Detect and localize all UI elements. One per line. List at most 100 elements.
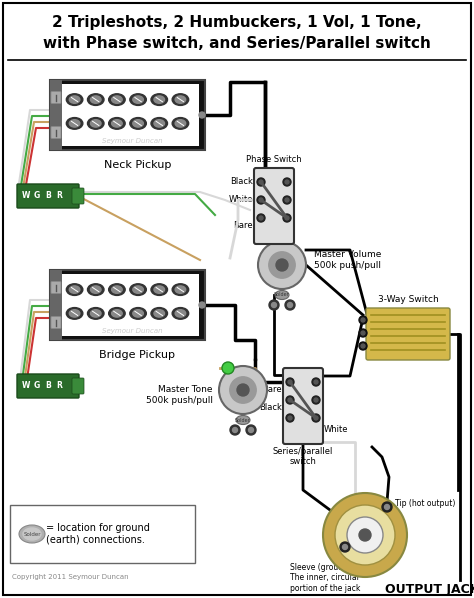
Circle shape bbox=[382, 502, 392, 512]
Ellipse shape bbox=[69, 286, 80, 293]
Circle shape bbox=[361, 344, 365, 348]
Text: Tip (hot output): Tip (hot output) bbox=[395, 499, 456, 508]
Text: W: W bbox=[22, 382, 30, 390]
Ellipse shape bbox=[91, 96, 101, 103]
Ellipse shape bbox=[91, 310, 101, 317]
Ellipse shape bbox=[91, 286, 101, 293]
Ellipse shape bbox=[66, 118, 83, 129]
Circle shape bbox=[340, 542, 350, 552]
FancyBboxPatch shape bbox=[72, 188, 84, 204]
FancyBboxPatch shape bbox=[51, 316, 61, 328]
Circle shape bbox=[335, 505, 395, 565]
FancyBboxPatch shape bbox=[17, 374, 79, 398]
Text: Bare: Bare bbox=[263, 386, 282, 395]
Text: White: White bbox=[228, 196, 253, 205]
Circle shape bbox=[283, 178, 291, 186]
FancyBboxPatch shape bbox=[51, 282, 61, 294]
Text: 2 Tripleshots, 2 Humbuckers, 1 Vol, 1 Tone,: 2 Tripleshots, 2 Humbuckers, 1 Vol, 1 To… bbox=[52, 14, 422, 29]
Text: Seymour Duncan: Seymour Duncan bbox=[102, 138, 163, 144]
Ellipse shape bbox=[109, 94, 125, 105]
Ellipse shape bbox=[130, 284, 146, 295]
Bar bbox=[62, 84, 199, 146]
Circle shape bbox=[359, 329, 367, 337]
Ellipse shape bbox=[175, 310, 186, 317]
Circle shape bbox=[312, 378, 320, 386]
FancyBboxPatch shape bbox=[366, 308, 450, 360]
FancyBboxPatch shape bbox=[50, 80, 205, 150]
Ellipse shape bbox=[133, 310, 143, 317]
FancyBboxPatch shape bbox=[50, 270, 205, 340]
Circle shape bbox=[257, 214, 265, 222]
Text: Black: Black bbox=[230, 178, 253, 187]
Ellipse shape bbox=[172, 284, 189, 295]
Circle shape bbox=[285, 180, 289, 184]
Bar bbox=[62, 274, 199, 336]
Text: G: G bbox=[34, 191, 40, 200]
Circle shape bbox=[257, 196, 265, 204]
Text: Master Volume
500k push/pull: Master Volume 500k push/pull bbox=[314, 251, 382, 270]
Ellipse shape bbox=[133, 120, 143, 127]
Ellipse shape bbox=[133, 96, 143, 103]
Text: Copyright 2011 Seymour Duncan: Copyright 2011 Seymour Duncan bbox=[12, 574, 128, 580]
Text: Sleeve (ground).
The inner, circular
portion of the jack: Sleeve (ground). The inner, circular por… bbox=[290, 563, 360, 593]
Circle shape bbox=[269, 300, 279, 310]
Circle shape bbox=[222, 362, 234, 374]
Text: B: B bbox=[45, 191, 51, 200]
Circle shape bbox=[359, 529, 371, 541]
Circle shape bbox=[237, 384, 249, 396]
Ellipse shape bbox=[69, 310, 80, 317]
Ellipse shape bbox=[111, 286, 122, 293]
Text: G: G bbox=[34, 382, 40, 390]
Ellipse shape bbox=[154, 120, 164, 127]
Circle shape bbox=[314, 398, 318, 402]
Circle shape bbox=[314, 416, 318, 420]
Circle shape bbox=[230, 377, 256, 403]
Circle shape bbox=[361, 318, 365, 322]
Ellipse shape bbox=[23, 528, 41, 540]
Circle shape bbox=[199, 112, 205, 118]
Circle shape bbox=[286, 396, 294, 404]
Ellipse shape bbox=[172, 307, 189, 319]
Text: B: B bbox=[45, 382, 51, 390]
Ellipse shape bbox=[175, 286, 186, 293]
Ellipse shape bbox=[172, 118, 189, 129]
Circle shape bbox=[259, 180, 263, 184]
Text: with Phase switch, and Series/Parallel switch: with Phase switch, and Series/Parallel s… bbox=[43, 36, 431, 51]
Ellipse shape bbox=[109, 307, 125, 319]
Ellipse shape bbox=[88, 94, 104, 105]
Ellipse shape bbox=[275, 291, 289, 300]
Ellipse shape bbox=[236, 416, 250, 425]
Text: OUTPUT JACK: OUTPUT JACK bbox=[385, 583, 474, 596]
Circle shape bbox=[283, 196, 291, 204]
Text: = location for ground
(earth) connections.: = location for ground (earth) connection… bbox=[46, 523, 150, 545]
FancyBboxPatch shape bbox=[72, 378, 84, 394]
Circle shape bbox=[285, 300, 295, 310]
Text: White: White bbox=[324, 426, 348, 435]
Circle shape bbox=[312, 396, 320, 404]
Bar bbox=[50, 80, 62, 150]
Ellipse shape bbox=[66, 94, 83, 105]
Circle shape bbox=[233, 428, 237, 432]
Ellipse shape bbox=[130, 94, 146, 105]
Ellipse shape bbox=[111, 96, 122, 103]
Text: Series/parallel
switch: Series/parallel switch bbox=[273, 447, 333, 466]
Ellipse shape bbox=[172, 94, 189, 105]
Ellipse shape bbox=[175, 96, 186, 103]
Text: Bridge Pickup: Bridge Pickup bbox=[100, 350, 175, 360]
Ellipse shape bbox=[151, 284, 167, 295]
Text: 3-Way Switch: 3-Way Switch bbox=[378, 295, 438, 304]
Circle shape bbox=[248, 428, 254, 432]
FancyBboxPatch shape bbox=[254, 168, 294, 244]
Text: Neck Pickup: Neck Pickup bbox=[104, 160, 171, 170]
Ellipse shape bbox=[151, 118, 167, 129]
Ellipse shape bbox=[69, 96, 80, 103]
Text: Solder: Solder bbox=[23, 532, 41, 536]
FancyBboxPatch shape bbox=[17, 184, 79, 208]
Bar bbox=[50, 270, 62, 340]
Circle shape bbox=[288, 303, 292, 307]
Circle shape bbox=[199, 302, 205, 308]
Ellipse shape bbox=[109, 118, 125, 129]
Ellipse shape bbox=[109, 284, 125, 295]
Circle shape bbox=[230, 425, 240, 435]
FancyBboxPatch shape bbox=[51, 127, 61, 139]
